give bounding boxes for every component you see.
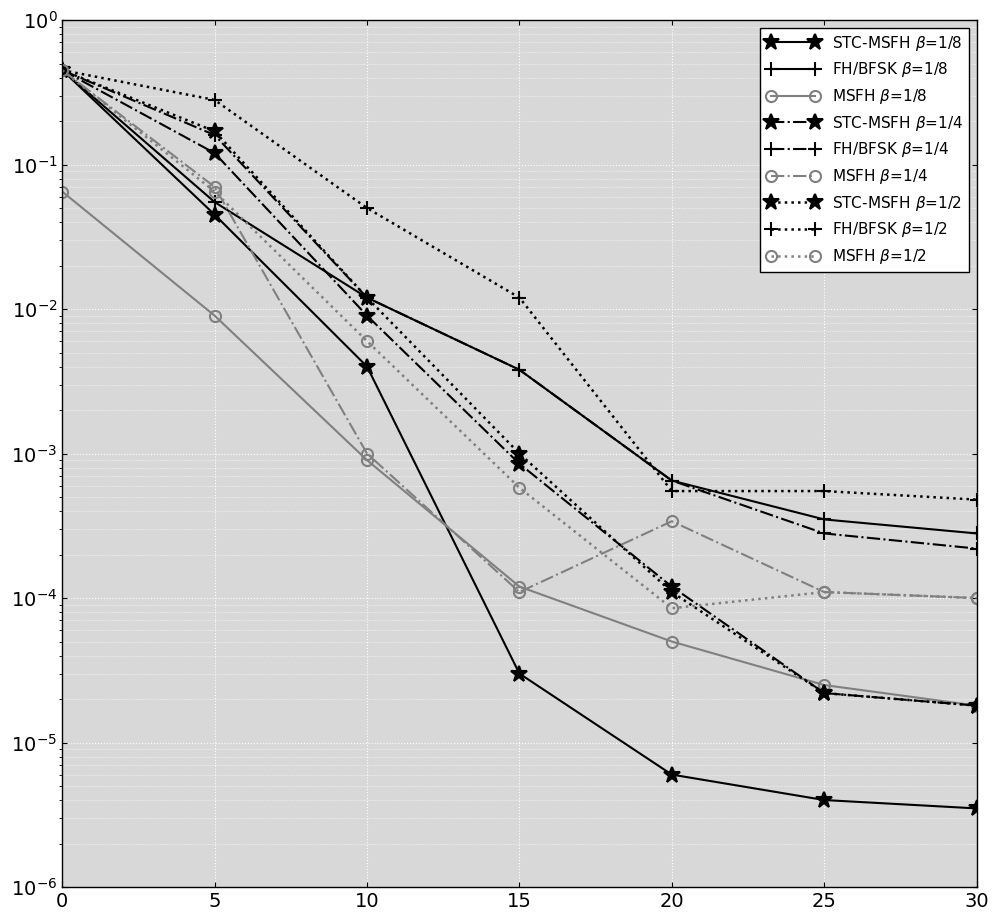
STC-MSFH $\beta$=1/4 (818, 688, 830, 699)
STC-MSFH $\beta$=1/2 (209, 125, 221, 136)
MSFH $\beta$=1/2 (666, 603, 678, 614)
FH/BFSK $\beta$=1/2 (56, 65, 68, 76)
MSFH $\beta$=1/8 (56, 186, 68, 197)
FH/BFSK $\beta$=1/8 (818, 514, 830, 525)
MSFH $\beta$=1/4 (361, 448, 373, 459)
FH/BFSK $\beta$=1/8 (361, 292, 373, 303)
STC-MSFH $\beta$=1/8 (971, 803, 983, 814)
MSFH $\beta$=1/4 (56, 65, 68, 76)
Line: MSFH $\beta$=1/8: MSFH $\beta$=1/8 (57, 186, 982, 711)
FH/BFSK $\beta$=1/2 (971, 494, 983, 505)
Line: MSFH $\beta$=1/4: MSFH $\beta$=1/4 (57, 65, 982, 604)
FH/BFSK $\beta$=1/2 (361, 203, 373, 214)
STC-MSFH $\beta$=1/4 (971, 700, 983, 711)
FH/BFSK $\beta$=1/8 (971, 528, 983, 539)
MSFH $\beta$=1/4 (666, 515, 678, 526)
STC-MSFH $\beta$=1/2 (971, 700, 983, 711)
MSFH $\beta$=1/8 (361, 455, 373, 466)
MSFH $\beta$=1/4 (818, 586, 830, 597)
STC-MSFH $\beta$=1/4 (513, 458, 525, 469)
STC-MSFH $\beta$=1/8 (56, 65, 68, 76)
Line: STC-MSFH $\beta$=1/4: STC-MSFH $\beta$=1/4 (54, 62, 985, 714)
FH/BFSK $\beta$=1/2 (818, 486, 830, 497)
FH/BFSK $\beta$=1/2 (666, 486, 678, 497)
MSFH $\beta$=1/2 (971, 593, 983, 604)
MSFH $\beta$=1/8 (666, 636, 678, 647)
Line: FH/BFSK $\beta$=1/8: FH/BFSK $\beta$=1/8 (55, 64, 984, 540)
Line: MSFH $\beta$=1/2: MSFH $\beta$=1/2 (57, 65, 982, 614)
FH/BFSK $\beta$=1/8 (513, 364, 525, 375)
FH/BFSK $\beta$=1/4 (361, 292, 373, 303)
FH/BFSK $\beta$=1/8 (209, 196, 221, 207)
FH/BFSK $\beta$=1/2 (513, 292, 525, 303)
FH/BFSK $\beta$=1/4 (666, 475, 678, 486)
MSFH $\beta$=1/2 (361, 336, 373, 347)
MSFH $\beta$=1/2 (209, 186, 221, 197)
Line: STC-MSFH $\beta$=1/8: STC-MSFH $\beta$=1/8 (54, 62, 985, 817)
FH/BFSK $\beta$=1/4 (56, 65, 68, 76)
MSFH $\beta$=1/8 (513, 581, 525, 592)
STC-MSFH $\beta$=1/2 (361, 292, 373, 303)
MSFH $\beta$=1/2 (513, 482, 525, 493)
STC-MSFH $\beta$=1/4 (56, 65, 68, 76)
MSFH $\beta$=1/2 (56, 65, 68, 76)
FH/BFSK $\beta$=1/4 (818, 528, 830, 539)
STC-MSFH $\beta$=1/8 (513, 668, 525, 680)
STC-MSFH $\beta$=1/8 (666, 769, 678, 780)
Line: FH/BFSK $\beta$=1/4: FH/BFSK $\beta$=1/4 (55, 64, 984, 556)
Line: STC-MSFH $\beta$=1/2: STC-MSFH $\beta$=1/2 (54, 62, 985, 714)
STC-MSFH $\beta$=1/4 (666, 581, 678, 592)
STC-MSFH $\beta$=1/8 (818, 795, 830, 806)
MSFH $\beta$=1/8 (209, 310, 221, 321)
STC-MSFH $\beta$=1/4 (209, 148, 221, 159)
STC-MSFH $\beta$=1/2 (56, 65, 68, 76)
FH/BFSK $\beta$=1/4 (209, 129, 221, 140)
STC-MSFH $\beta$=1/2 (818, 688, 830, 699)
FH/BFSK $\beta$=1/4 (971, 543, 983, 554)
STC-MSFH $\beta$=1/2 (513, 448, 525, 459)
STC-MSFH $\beta$=1/8 (361, 361, 373, 372)
STC-MSFH $\beta$=1/4 (361, 310, 373, 321)
STC-MSFH $\beta$=1/2 (666, 586, 678, 597)
FH/BFSK $\beta$=1/8 (56, 65, 68, 76)
MSFH $\beta$=1/2 (818, 586, 830, 597)
MSFH $\beta$=1/8 (818, 680, 830, 691)
MSFH $\beta$=1/4 (209, 182, 221, 193)
Legend: STC-MSFH $\beta$=1/8, FH/BFSK $\beta$=1/8, MSFH $\beta$=1/8, STC-MSFH $\beta$=1/: STC-MSFH $\beta$=1/8, FH/BFSK $\beta$=1/… (760, 28, 969, 272)
FH/BFSK $\beta$=1/2 (209, 94, 221, 105)
Line: FH/BFSK $\beta$=1/2: FH/BFSK $\beta$=1/2 (55, 64, 984, 506)
STC-MSFH $\beta$=1/8 (209, 209, 221, 220)
MSFH $\beta$=1/8 (971, 700, 983, 711)
FH/BFSK $\beta$=1/8 (666, 475, 678, 486)
MSFH $\beta$=1/4 (971, 593, 983, 604)
MSFH $\beta$=1/4 (513, 586, 525, 597)
FH/BFSK $\beta$=1/4 (513, 364, 525, 375)
